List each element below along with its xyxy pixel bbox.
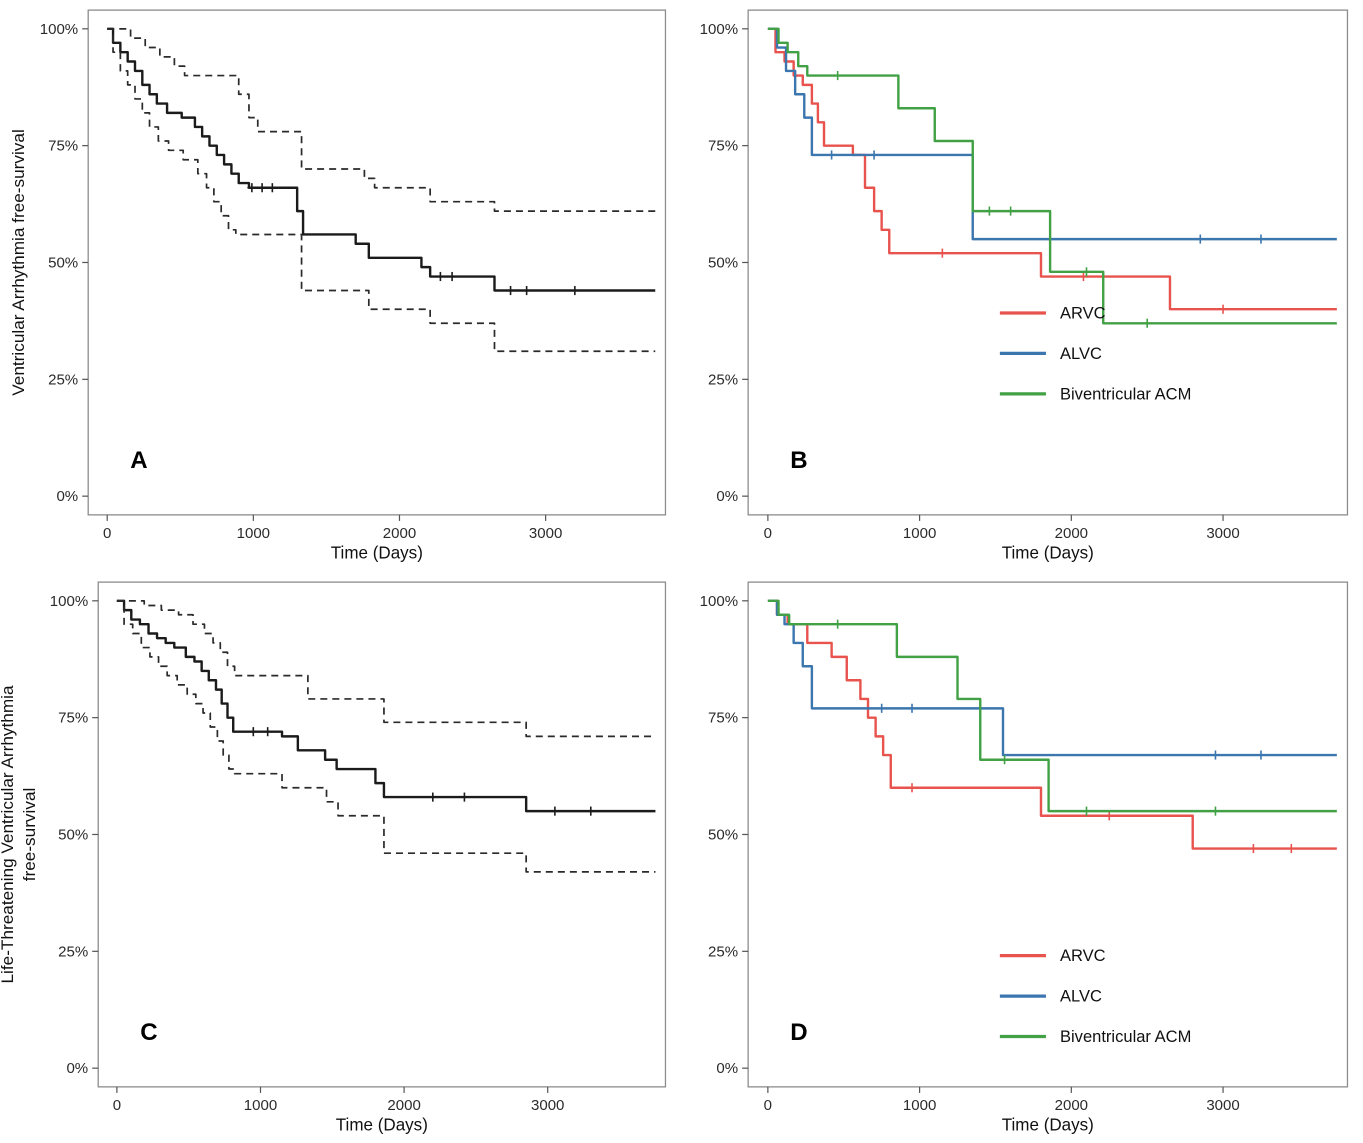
y-tick-label: 100% — [699, 592, 737, 609]
series-95-ci-lower — [107, 27, 656, 353]
x-tick-label: 1000 — [244, 1097, 277, 1114]
x-tick-label: 3000 — [529, 525, 562, 542]
y-tick-label: 0% — [716, 488, 738, 505]
y-tick-label: 75% — [48, 138, 78, 155]
panel-a-chart: 0 1000 2000 3000 0% 25% 50% 75% 100% A Time (Days)… — [0, 0, 682, 572]
plot-border — [87, 9, 667, 516]
panel-d-chart: 0 1000 2000 3000 0% 25% 50% 75% 100% ARVC ALVC Bive… — [681, 571, 1363, 1143]
panel-a: 0 1000 2000 3000 0% 25% 50% 75% 100% A Time (Days)… — [0, 0, 682, 572]
x-tick-label: 1000 — [902, 1097, 935, 1114]
y-tick-label: 100% — [699, 21, 737, 38]
y-tick-label: 25% — [48, 371, 78, 388]
y-axis-label: free-survival — [20, 787, 39, 881]
x-axis-label: Time (Days) — [336, 1115, 428, 1134]
panel-b-chart: 0 1000 2000 3000 0% 25% 50% 75% 100% ARVC ALVC Bive… — [681, 0, 1363, 572]
x-tick-label: 0 — [113, 1097, 121, 1114]
y-tick-label: 0% — [716, 1060, 738, 1077]
y-tick-label: 25% — [708, 371, 738, 388]
x-tick-label: 3000 — [531, 1097, 564, 1114]
plot-border — [746, 580, 1348, 1088]
panel-d: 0 1000 2000 3000 0% 25% 50% 75% 100% ARVC ALVC Bive… — [681, 571, 1363, 1143]
y-tick-label: 0% — [66, 1060, 88, 1077]
y-tick-label: 25% — [58, 943, 88, 960]
x-tick-label: 1000 — [237, 525, 270, 542]
x-tick-label: 2000 — [1054, 1097, 1087, 1114]
x-tick-label: 2000 — [1054, 525, 1087, 542]
x-tick-label: 0 — [763, 1097, 771, 1114]
panel-letter: D — [790, 1019, 807, 1046]
y-axis-label: Life-Threatening Ventricular Arrhythmia — [0, 684, 17, 983]
y-tick-label: 100% — [40, 21, 78, 38]
x-tick-label: 3000 — [1206, 1097, 1239, 1114]
series-biventricular-acm — [767, 599, 1337, 812]
plot-border — [746, 9, 1348, 516]
panel-letter: B — [790, 447, 807, 474]
series-km-estimate — [107, 27, 656, 292]
panel-letter: C — [140, 1019, 157, 1046]
y-tick-label: 0% — [56, 488, 78, 505]
legend-label-alvc: ALVC — [1059, 344, 1101, 363]
y-tick-label: 75% — [58, 709, 88, 726]
x-axis-label: Time (Days) — [1001, 1115, 1093, 1134]
y-tick-label: 100% — [50, 592, 88, 609]
x-tick-label: 3000 — [1206, 525, 1239, 542]
y-tick-label: 50% — [48, 254, 78, 271]
y-tick-label: 75% — [708, 138, 738, 155]
panel-b: 0 1000 2000 3000 0% 25% 50% 75% 100% ARVC ALVC Bive… — [681, 0, 1363, 572]
panel-c-chart: 0 1000 2000 3000 0% 25% 50% 75% 100% C Time (Days)… — [0, 571, 682, 1143]
y-tick-label: 50% — [58, 826, 88, 843]
plot-border — [97, 580, 667, 1088]
series-95-ci-upper — [107, 27, 656, 212]
legend-label-arvc: ARVC — [1059, 946, 1105, 965]
series-95-ci-upper — [116, 599, 656, 737]
legend-label-arvc: ARVC — [1059, 303, 1105, 322]
x-axis-label: Time (Days) — [331, 543, 423, 562]
x-tick-label: 1000 — [902, 525, 935, 542]
y-tick-label: 50% — [708, 826, 738, 843]
series-biventricular-acm — [767, 27, 1337, 325]
legend-label-alvc: ALVC — [1059, 986, 1101, 1005]
series-alvc — [767, 27, 1337, 241]
legend-label-biventricular-acm: Biventricular ACM — [1059, 384, 1190, 403]
x-tick-label: 2000 — [387, 1097, 420, 1114]
panel-letter: A — [130, 447, 147, 474]
y-tick-label: 75% — [708, 709, 738, 726]
x-tick-label: 0 — [103, 525, 111, 542]
y-tick-label: 50% — [708, 254, 738, 271]
series-95-ci-lower — [116, 599, 656, 873]
x-axis-label: Time (Days) — [1001, 543, 1093, 562]
x-tick-label: 0 — [763, 525, 771, 542]
series-arvc — [767, 27, 1337, 311]
y-tick-label: 25% — [708, 943, 738, 960]
series-km-estimate — [116, 599, 656, 812]
panel-c: 0 1000 2000 3000 0% 25% 50% 75% 100% C Time (Days)… — [0, 571, 682, 1143]
y-axis-label: Ventricular Arrhythmia free-survival — [9, 129, 28, 396]
legend-label-biventricular-acm: Biventricular ACM — [1059, 1027, 1190, 1046]
x-tick-label: 2000 — [383, 525, 416, 542]
